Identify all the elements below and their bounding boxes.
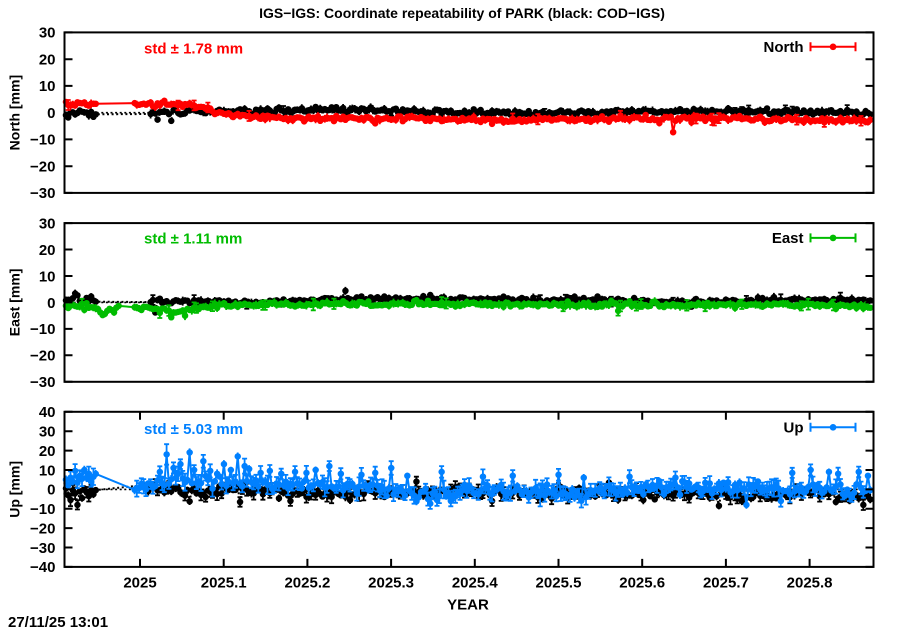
svg-text:IGS−IGS: Coordinate repeatabil: IGS−IGS: Coordinate repeatability of PAR… <box>259 5 665 21</box>
svg-text:20: 20 <box>39 242 56 259</box>
svg-text:−30: −30 <box>30 540 55 557</box>
svg-text:2025.8: 2025.8 <box>787 575 833 592</box>
svg-text:27/11/25 13:01: 27/11/25 13:01 <box>8 614 108 630</box>
svg-text:2025.7: 2025.7 <box>703 575 749 592</box>
svg-text:10: 10 <box>39 462 56 479</box>
svg-text:North [mm]: North [mm] <box>7 75 23 150</box>
svg-text:YEAR: YEAR <box>447 597 489 614</box>
svg-text:2025: 2025 <box>123 575 156 592</box>
svg-text:−20: −20 <box>30 348 55 365</box>
svg-text:−10: −10 <box>30 321 55 338</box>
svg-text:40: 40 <box>39 404 56 421</box>
svg-text:std ± 1.11 mm: std ± 1.11 mm <box>144 230 242 247</box>
svg-text:2025.6: 2025.6 <box>619 575 665 592</box>
svg-text:2025.1: 2025.1 <box>201 575 247 592</box>
svg-text:East: East <box>772 230 804 247</box>
svg-text:2025.4: 2025.4 <box>452 575 499 592</box>
svg-text:−10: −10 <box>30 132 55 149</box>
svg-text:2025.3: 2025.3 <box>368 575 414 592</box>
svg-text:−10: −10 <box>30 501 55 518</box>
svg-text:East [mm]: East [mm] <box>7 269 23 337</box>
svg-text:2025.5: 2025.5 <box>536 575 582 592</box>
svg-text:Up: Up <box>784 420 804 437</box>
svg-text:2025.2: 2025.2 <box>284 575 330 592</box>
svg-text:30: 30 <box>39 215 56 232</box>
svg-text:−20: −20 <box>30 159 55 176</box>
svg-text:−20: −20 <box>30 520 55 537</box>
svg-text:North: North <box>764 39 804 56</box>
svg-text:30: 30 <box>39 25 56 42</box>
svg-text:std ± 1.78 mm: std ± 1.78 mm <box>144 40 243 57</box>
svg-text:Up [mm]: Up [mm] <box>7 461 23 518</box>
svg-text:0: 0 <box>47 105 55 122</box>
svg-text:0: 0 <box>47 482 55 499</box>
svg-text:10: 10 <box>39 268 56 285</box>
svg-text:30: 30 <box>39 424 56 441</box>
svg-text:20: 20 <box>39 52 56 69</box>
svg-text:−30: −30 <box>30 185 55 202</box>
svg-text:0: 0 <box>47 295 55 312</box>
svg-text:20: 20 <box>39 443 56 460</box>
svg-text:−40: −40 <box>30 559 55 576</box>
svg-text:10: 10 <box>39 78 56 95</box>
svg-text:−30: −30 <box>30 374 55 391</box>
svg-text:std ± 5.03 mm: std ± 5.03 mm <box>144 421 243 438</box>
